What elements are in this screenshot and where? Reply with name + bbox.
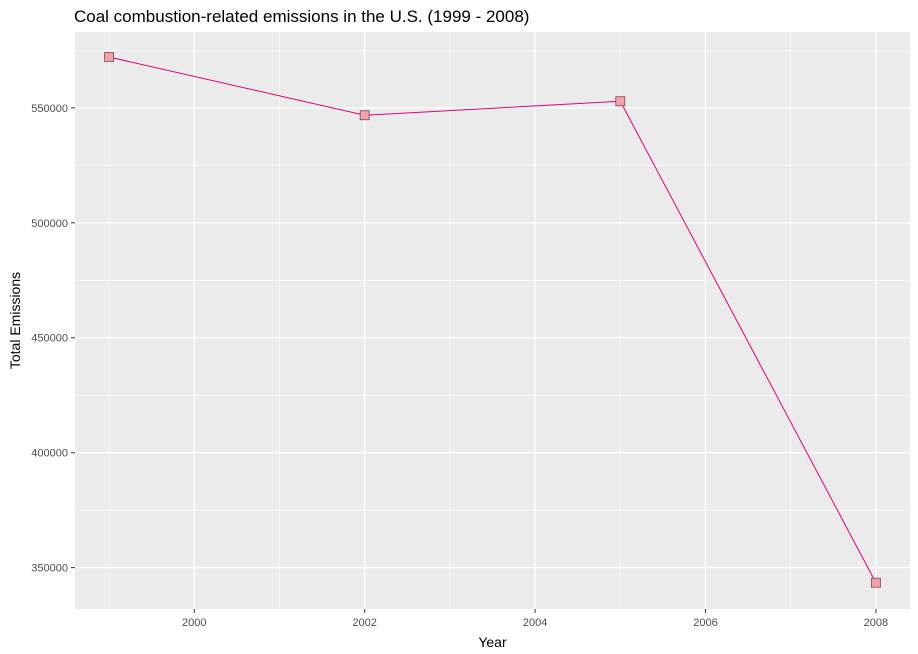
data-point (104, 52, 114, 62)
minor-gridlines (75, 32, 910, 609)
data-point (871, 577, 881, 588)
x-tick-label: 2008 (864, 617, 888, 629)
major-gridlines (75, 32, 910, 609)
y-tick-label: 450000 (31, 333, 68, 345)
x-tick-label: 2002 (352, 617, 376, 629)
x-tick-label: 2006 (693, 617, 717, 629)
y-tick-label: 350000 (31, 563, 68, 575)
chart-title: Coal combustion-related emissions in the… (74, 7, 529, 26)
data-point (359, 110, 370, 121)
x-axis: 2000 2002 2004 2006 2008 (182, 609, 888, 629)
y-tick-label: 500000 (31, 218, 68, 230)
y-axis: 350000 400000 450000 500000 550000 (31, 103, 75, 575)
y-tick-label: 400000 (31, 448, 68, 460)
series-line (108, 56, 877, 583)
data-point (615, 96, 626, 107)
y-axis-title: Total Emissions (7, 272, 23, 369)
x-axis-title: Year (478, 634, 507, 650)
series-layer (104, 52, 881, 588)
plot-panel (75, 32, 910, 609)
x-tick-label: 2000 (182, 617, 206, 629)
x-tick-label: 2004 (523, 617, 547, 629)
y-tick-label: 550000 (31, 103, 68, 115)
